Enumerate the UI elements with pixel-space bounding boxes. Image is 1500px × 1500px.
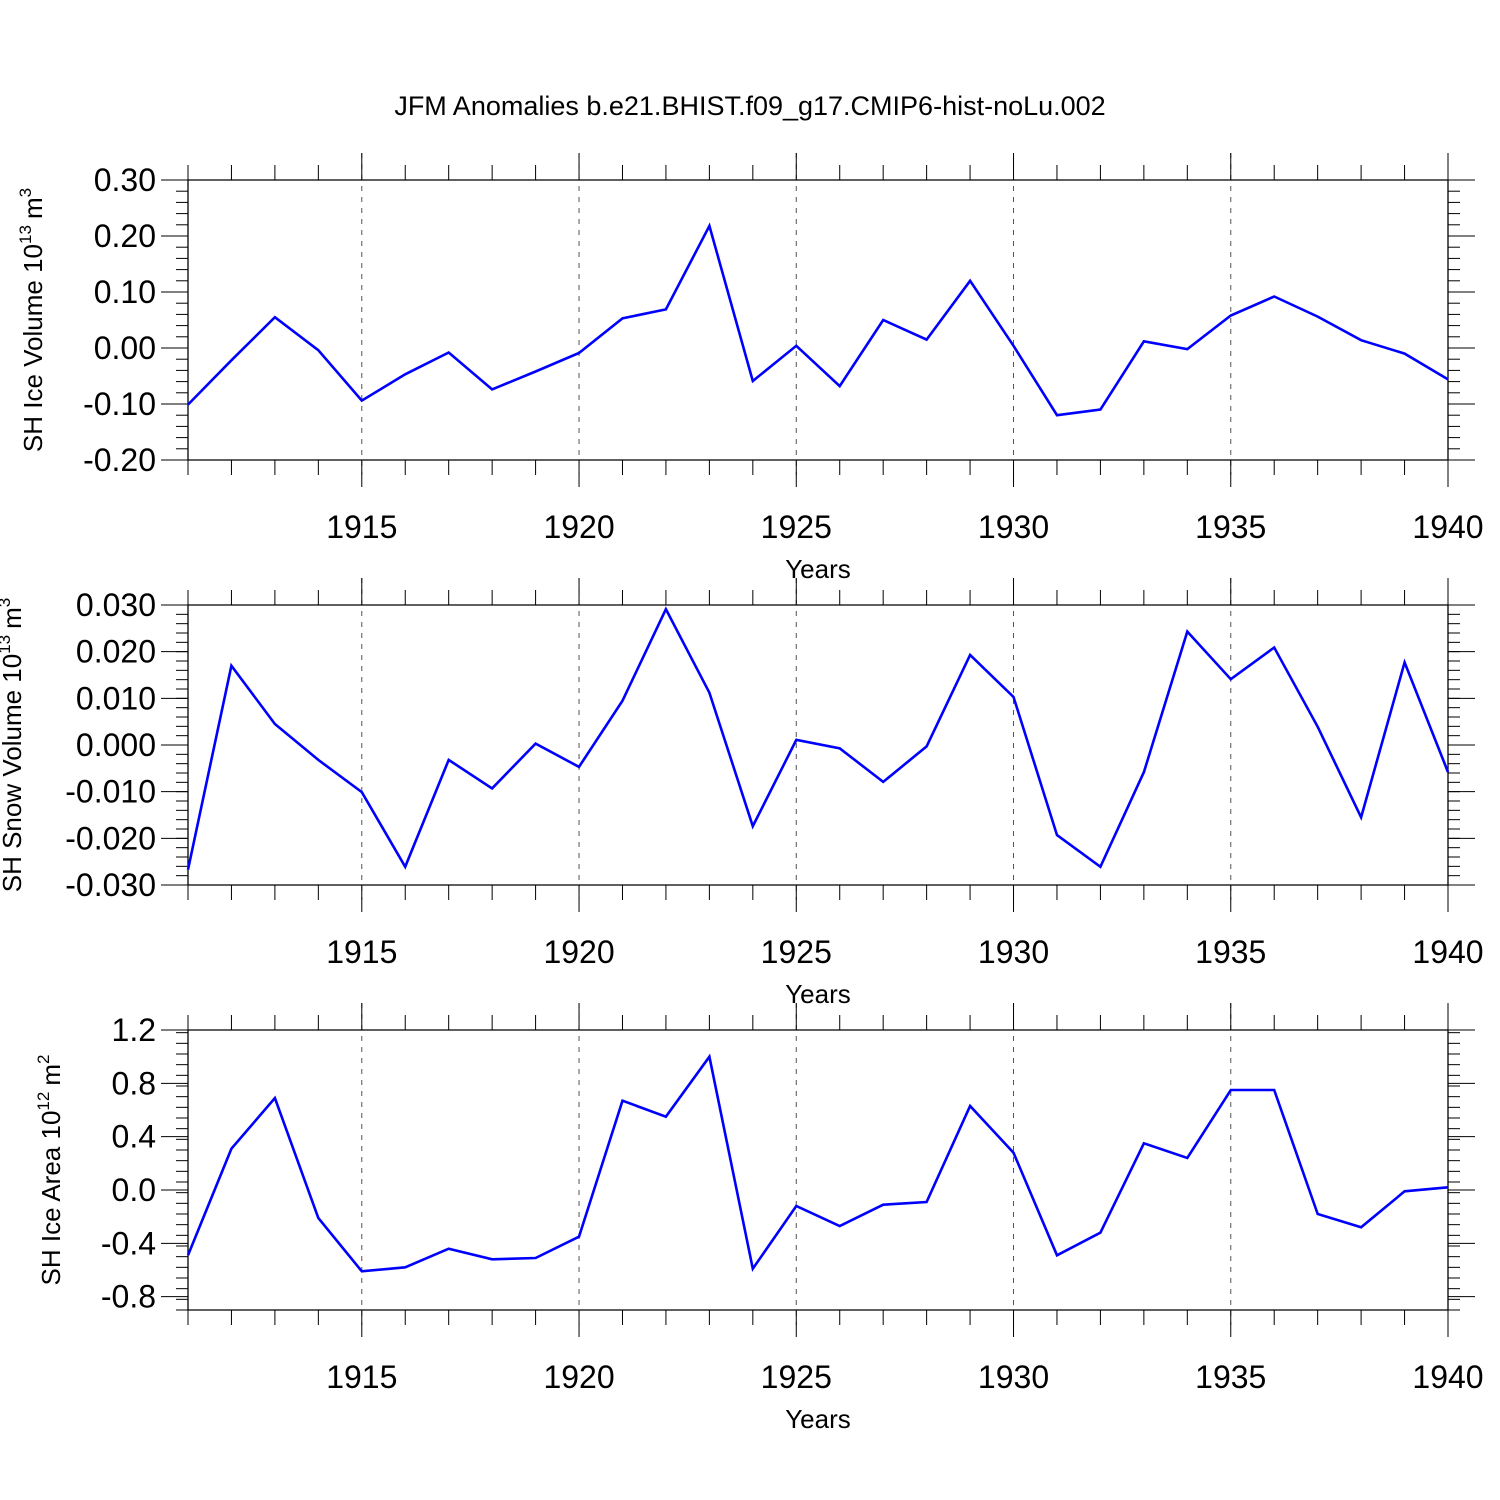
series-line — [186, 1053, 1449, 1273]
y-tick-label: 0.000 — [76, 727, 156, 763]
x-tick-label: 1920 — [543, 509, 614, 545]
y-axis-title-text: SH Snow Volume 10 — [0, 654, 27, 892]
x-tick-label: 1925 — [761, 934, 832, 970]
x-tick-label: 1935 — [1195, 934, 1266, 970]
y-tick-label: -0.4 — [101, 1225, 156, 1261]
y-tick-label: 0.030 — [76, 587, 156, 623]
x-tick-label: 1915 — [326, 1359, 397, 1395]
series-line — [186, 606, 1450, 870]
y-axis-title-exponent: 13 — [0, 635, 14, 654]
y-tick-label: 0.020 — [76, 634, 156, 670]
y-tick-label: 0.10 — [94, 274, 156, 310]
y-tick-label: 0.010 — [76, 680, 156, 716]
x-tick-label: 1925 — [761, 1359, 832, 1395]
y-tick-label: -0.030 — [65, 867, 156, 903]
x-tick-label: 1915 — [326, 934, 397, 970]
y-tick-label: -0.020 — [65, 820, 156, 856]
x-tick-label: 1935 — [1195, 1359, 1266, 1395]
y-tick-label: 1.2 — [112, 1012, 156, 1048]
y-axis-title-exponent: 13 — [16, 225, 35, 244]
panel-2: 0.030 0.020 0.010 0.000 -0.010 -0.020 -0.030 19… — [0, 578, 1484, 1009]
x-tick-label: 1915 — [326, 509, 397, 545]
x-tick-label: 1925 — [761, 509, 832, 545]
x-tick-label: 1930 — [978, 934, 1049, 970]
x-tick-label: 1920 — [543, 934, 614, 970]
x-tick-label: 1920 — [543, 1359, 614, 1395]
x-tick-label: 1930 — [978, 1359, 1049, 1395]
y-tick-label: -0.20 — [83, 442, 156, 478]
y-axis-title: SH Snow Volume 1013 m3 — [0, 598, 27, 893]
y-tick-label: 0.30 — [94, 162, 156, 198]
series-line — [187, 222, 1449, 417]
y-tick-label: -0.8 — [101, 1279, 156, 1315]
y-axis-title-unit: m — [36, 1064, 66, 1086]
y-axis-title-text: SH Ice Volume 10 — [18, 244, 48, 452]
x-axis-title: Years — [785, 1404, 851, 1434]
panel-3: 1.2 0.8 0.4 0.0 -0.4 -0.8 1915 1920 1925 1930 1935… — [34, 1003, 1484, 1434]
y-axis-title-text: SH Ice Area 10 — [36, 1111, 66, 1286]
panels: 0.30 0.20 0.10 0.00 -0.10 -0.20 1915 1920 1925 19… — [0, 153, 1484, 1434]
panel-1: 0.30 0.20 0.10 0.00 -0.10 -0.20 1915 1920 1925 19… — [16, 153, 1484, 584]
x-tick-label: 1935 — [1195, 509, 1266, 545]
y-axis-title-unit-exponent: 3 — [16, 188, 35, 197]
y-tick-label: -0.010 — [65, 774, 156, 810]
y-tick-label: 0.4 — [112, 1119, 156, 1155]
y-tick-label: 0.00 — [94, 330, 156, 366]
y-axis-title-unit: m — [0, 607, 27, 629]
x-tick-label: 1940 — [1412, 509, 1483, 545]
y-axis-title-unit: m — [18, 197, 48, 219]
x-tick-label: 1930 — [978, 509, 1049, 545]
y-tick-label: 0.8 — [112, 1065, 156, 1101]
y-axis-title: SH Ice Area 1012 m2 — [34, 1055, 66, 1286]
chart-title: JFM Anomalies b.e21.BHIST.f09_g17.CMIP6-… — [394, 91, 1105, 121]
y-axis-title: SH Ice Volume 1013 m3 — [16, 188, 48, 452]
x-tick-label: 1940 — [1412, 934, 1483, 970]
y-axis-title-unit-exponent: 2 — [34, 1055, 53, 1064]
x-tick-label: 1940 — [1412, 1359, 1483, 1395]
y-tick-label: -0.10 — [83, 386, 156, 422]
x-axis-title: Years — [785, 979, 851, 1009]
y-axis-title-unit-exponent: 3 — [0, 598, 14, 607]
x-axis-title: Years — [785, 554, 851, 584]
y-axis-title-exponent: 12 — [34, 1092, 53, 1111]
y-tick-label: 0.20 — [94, 218, 156, 254]
y-tick-label: 0.0 — [112, 1172, 156, 1208]
